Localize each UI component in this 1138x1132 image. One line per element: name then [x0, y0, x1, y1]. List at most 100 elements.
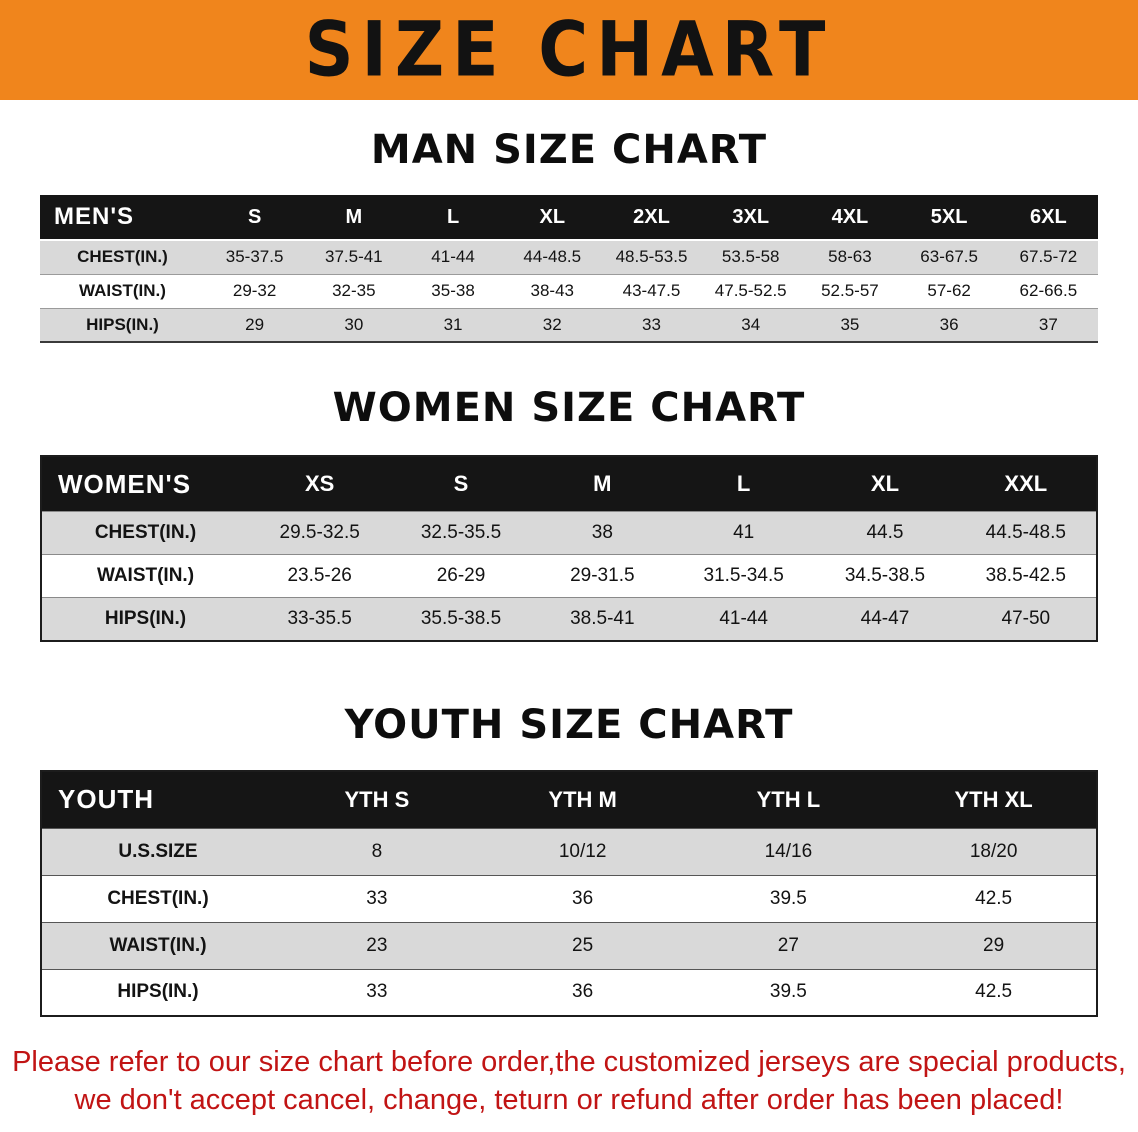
size-value: 57-62: [899, 273, 999, 308]
men-size-table: MEN'S S M L XL 2XL 3XL 4XL 5XL 6XL CHEST…: [40, 195, 1098, 343]
size-col-header: YTH XL: [891, 770, 1097, 828]
row-label: CHEST(IN.): [40, 239, 205, 274]
row-label: WAIST(IN.): [40, 273, 205, 308]
size-value: 37: [998, 307, 1098, 342]
row-label: HIPS(IN.): [41, 968, 274, 1016]
size-value: 47.5-52.5: [701, 273, 801, 308]
size-col-header: 2XL: [601, 195, 702, 240]
size-col-header: 6XL: [998, 195, 1098, 240]
size-value: 42.5: [891, 968, 1097, 1016]
row-label: WAIST(IN.): [41, 554, 249, 598]
men-header-row: MEN'S S M L XL 2XL 3XL 4XL 5XL 6XL: [40, 195, 1098, 240]
size-col-header: L: [403, 195, 503, 240]
size-col-header: L: [672, 456, 815, 512]
size-value: 8: [274, 827, 480, 875]
size-value: 38-43: [502, 273, 602, 308]
youth-size-table: YOUTH YTH S YTH M YTH L YTH XL U.S.SIZE …: [40, 769, 1098, 1017]
size-value: 26-29: [390, 554, 532, 598]
size-value: 47-50: [955, 597, 1097, 641]
women-chest-row: CHEST(IN.) 29.5-32.5 32.5-35.5 38 41 44.…: [41, 511, 1097, 555]
men-hips-row: HIPS(IN.) 29 30 31 32 33 34 35 36 37: [40, 307, 1098, 342]
youth-header-row: YOUTH YTH S YTH M YTH L YTH XL: [41, 770, 1097, 828]
size-value: 39.5: [685, 968, 892, 1016]
women-section: WOMEN SIZE CHART WOMEN'S XS S M L XL XXL…: [0, 385, 1138, 642]
size-value: 58-63: [800, 239, 900, 274]
size-value: 38.5-41: [531, 597, 673, 641]
size-value: 29: [891, 921, 1097, 969]
size-value: 33: [274, 968, 480, 1016]
size-value: 62-66.5: [998, 273, 1098, 308]
youth-hips-row: HIPS(IN.) 33 36 39.5 42.5: [41, 968, 1097, 1016]
size-value: 29-31.5: [531, 554, 673, 598]
size-value: 32.5-35.5: [390, 511, 532, 555]
size-value: 25: [479, 921, 686, 969]
women-hips-row: HIPS(IN.) 33-35.5 35.5-38.5 38.5-41 41-4…: [41, 597, 1097, 641]
men-table-title: MEN'S: [40, 195, 205, 240]
row-label: HIPS(IN.): [40, 307, 205, 342]
size-value: 27: [685, 921, 892, 969]
size-value: 39.5: [685, 874, 892, 922]
size-col-header: XS: [249, 456, 391, 512]
size-value: 37.5-41: [304, 239, 404, 274]
size-col-header: XL: [502, 195, 602, 240]
size-value: 35: [800, 307, 900, 342]
size-value: 42.5: [891, 874, 1097, 922]
youth-table-title: YOUTH: [41, 770, 274, 828]
women-waist-row: WAIST(IN.) 23.5-26 26-29 29-31.5 31.5-34…: [41, 554, 1097, 598]
size-value: 52.5-57: [800, 273, 900, 308]
size-value: 44.5: [814, 511, 956, 555]
size-value: 29-32: [205, 273, 305, 308]
men-section: MAN SIZE CHART MEN'S S M L XL 2XL 3XL 4X…: [0, 127, 1138, 343]
size-col-header: YTH M: [479, 770, 686, 828]
size-value: 31.5-34.5: [672, 554, 815, 598]
women-table-title: WOMEN'S: [41, 456, 249, 512]
disclaimer: Please refer to our size chart before or…: [0, 1043, 1138, 1120]
size-value: 41-44: [672, 597, 815, 641]
size-value: 53.5-58: [701, 239, 801, 274]
size-value: 29.5-32.5: [249, 511, 391, 555]
row-label: CHEST(IN.): [41, 874, 274, 922]
size-value: 23: [274, 921, 480, 969]
size-value: 30: [304, 307, 404, 342]
size-value: 44.5-48.5: [955, 511, 1097, 555]
size-value: 41: [672, 511, 815, 555]
size-value: 36: [479, 874, 686, 922]
women-size-table: WOMEN'S XS S M L XL XXL CHEST(IN.) 29.5-…: [40, 455, 1098, 642]
size-value: 43-47.5: [601, 273, 702, 308]
size-col-header: S: [390, 456, 532, 512]
size-col-header: M: [304, 195, 404, 240]
size-value: 32: [502, 307, 602, 342]
men-chest-row: CHEST(IN.) 35-37.5 37.5-41 41-44 44-48.5…: [40, 239, 1098, 274]
size-value: 38: [531, 511, 673, 555]
size-col-header: S: [205, 195, 305, 240]
size-value: 36: [479, 968, 686, 1016]
size-value: 38.5-42.5: [955, 554, 1097, 598]
men-waist-row: WAIST(IN.) 29-32 32-35 35-38 38-43 43-47…: [40, 273, 1098, 308]
size-value: 48.5-53.5: [601, 239, 702, 274]
size-value: 35-37.5: [205, 239, 305, 274]
size-value: 33: [274, 874, 480, 922]
size-col-header: XL: [814, 456, 956, 512]
youth-ussize-row: U.S.SIZE 8 10/12 14/16 18/20: [41, 827, 1097, 875]
youth-section-heading: YOUTH SIZE CHART: [344, 701, 794, 748]
row-label: U.S.SIZE: [41, 827, 274, 875]
size-col-header: YTH L: [685, 770, 892, 828]
size-value: 34: [701, 307, 801, 342]
youth-chest-row: CHEST(IN.) 33 36 39.5 42.5: [41, 874, 1097, 922]
row-label: CHEST(IN.): [41, 511, 249, 555]
women-header-row: WOMEN'S XS S M L XL XXL: [41, 456, 1097, 512]
disclaimer-line-2: we don't accept cancel, change, teturn o…: [74, 1084, 1064, 1117]
youth-waist-row: WAIST(IN.) 23 25 27 29: [41, 921, 1097, 969]
women-section-heading: WOMEN SIZE CHART: [332, 385, 806, 431]
youth-section: YOUTH SIZE CHART YOUTH YTH S YTH M YTH L…: [0, 701, 1138, 1017]
men-section-heading: MAN SIZE CHART: [370, 127, 768, 173]
size-value: 63-67.5: [899, 239, 999, 274]
size-value: 35-38: [403, 273, 503, 308]
size-value: 31: [403, 307, 503, 342]
size-value: 36: [899, 307, 999, 342]
size-col-header: 4XL: [800, 195, 900, 240]
size-value: 44-47: [814, 597, 956, 641]
disclaimer-line-1: Please refer to our size chart before or…: [12, 1046, 1126, 1078]
size-value: 10/12: [479, 827, 686, 875]
